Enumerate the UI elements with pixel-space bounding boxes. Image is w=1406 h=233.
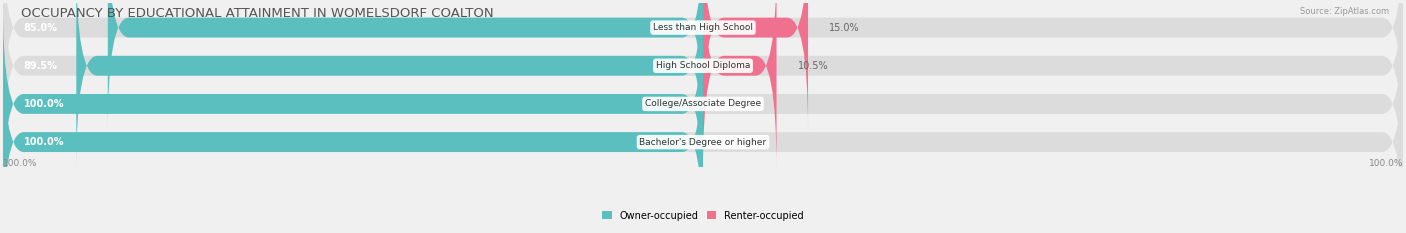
FancyBboxPatch shape [3, 0, 703, 209]
Text: 89.5%: 89.5% [24, 61, 58, 71]
FancyBboxPatch shape [3, 0, 1403, 170]
Text: 0.0%: 0.0% [724, 99, 748, 109]
FancyBboxPatch shape [3, 0, 1403, 132]
Text: OCCUPANCY BY EDUCATIONAL ATTAINMENT IN WOMELSDORF COALTON: OCCUPANCY BY EDUCATIONAL ATTAINMENT IN W… [21, 7, 494, 20]
Text: Bachelor's Degree or higher: Bachelor's Degree or higher [640, 138, 766, 147]
Text: Less than High School: Less than High School [652, 23, 754, 32]
FancyBboxPatch shape [76, 0, 703, 170]
Text: 10.5%: 10.5% [797, 61, 828, 71]
Text: 100.0%: 100.0% [24, 99, 65, 109]
Text: College/Associate Degree: College/Associate Degree [645, 99, 761, 108]
FancyBboxPatch shape [703, 0, 808, 132]
Text: 85.0%: 85.0% [24, 23, 58, 33]
Text: 15.0%: 15.0% [830, 23, 859, 33]
FancyBboxPatch shape [3, 38, 1403, 233]
FancyBboxPatch shape [703, 0, 776, 170]
FancyBboxPatch shape [3, 38, 703, 233]
Text: 0.0%: 0.0% [724, 137, 748, 147]
Text: 100.0%: 100.0% [1368, 159, 1403, 168]
FancyBboxPatch shape [108, 0, 703, 132]
FancyBboxPatch shape [3, 0, 1403, 209]
Text: 100.0%: 100.0% [24, 137, 65, 147]
Text: Source: ZipAtlas.com: Source: ZipAtlas.com [1301, 7, 1389, 16]
Legend: Owner-occupied, Renter-occupied: Owner-occupied, Renter-occupied [599, 207, 807, 224]
Text: 100.0%: 100.0% [3, 159, 38, 168]
Text: High School Diploma: High School Diploma [655, 61, 751, 70]
